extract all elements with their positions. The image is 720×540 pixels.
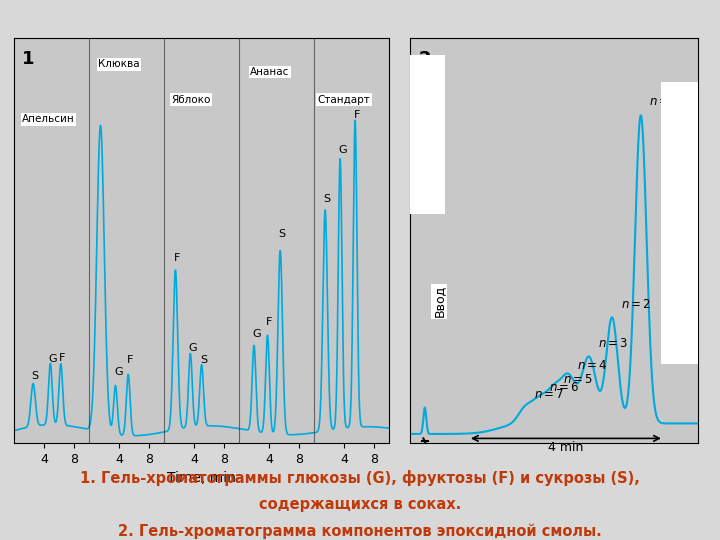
- Text: S: S: [32, 371, 39, 381]
- Text: 1. Гель-хроматограммы глюкозы (G), фруктозы (F) и сукрозы (S),: 1. Гель-хроматограммы глюкозы (G), фрукт…: [80, 470, 640, 486]
- Text: G: G: [338, 145, 347, 155]
- Text: $n = 7$: $n = 7$: [534, 388, 564, 401]
- Text: Ананас: Ананас: [251, 67, 289, 77]
- Text: G: G: [114, 367, 122, 377]
- Text: $n = 3$: $n = 3$: [598, 338, 628, 350]
- Text: 2: 2: [419, 50, 431, 68]
- Text: Апельсин: Апельсин: [22, 114, 75, 124]
- Text: Яблоко: Яблоко: [171, 94, 211, 105]
- Text: Стандарт: Стандарт: [318, 94, 370, 105]
- Text: 4 min: 4 min: [548, 441, 584, 454]
- Text: S: S: [279, 228, 286, 239]
- Text: F: F: [59, 353, 66, 362]
- Text: 2. Гель-хроматограмма компонентов эпоксидной смолы.: 2. Гель-хроматограмма компонентов эпокси…: [118, 524, 602, 539]
- Text: $n = 5$: $n = 5$: [563, 373, 593, 386]
- Text: G: G: [49, 354, 58, 364]
- Text: S: S: [200, 355, 207, 365]
- Text: S: S: [324, 194, 330, 204]
- Text: $n = 4$: $n = 4$: [577, 359, 608, 373]
- Text: F: F: [174, 253, 180, 263]
- Text: Ввод: Ввод: [433, 285, 446, 317]
- Text: 1: 1: [22, 50, 35, 68]
- Text: Клюква: Клюква: [98, 59, 140, 69]
- Text: F: F: [354, 110, 360, 119]
- Text: G: G: [253, 329, 261, 339]
- X-axis label: Time, min: Time, min: [167, 471, 236, 485]
- Text: $n = 6$: $n = 6$: [549, 381, 580, 394]
- FancyBboxPatch shape: [410, 56, 445, 214]
- Text: G: G: [189, 343, 197, 353]
- Text: содержащихся в соках.: содержащихся в соках.: [259, 497, 461, 512]
- Text: F: F: [266, 317, 272, 327]
- Text: $n = 2$: $n = 2$: [621, 298, 651, 310]
- FancyBboxPatch shape: [661, 82, 698, 363]
- Text: $n = 1$: $n = 1$: [649, 95, 680, 108]
- Text: F: F: [127, 355, 133, 365]
